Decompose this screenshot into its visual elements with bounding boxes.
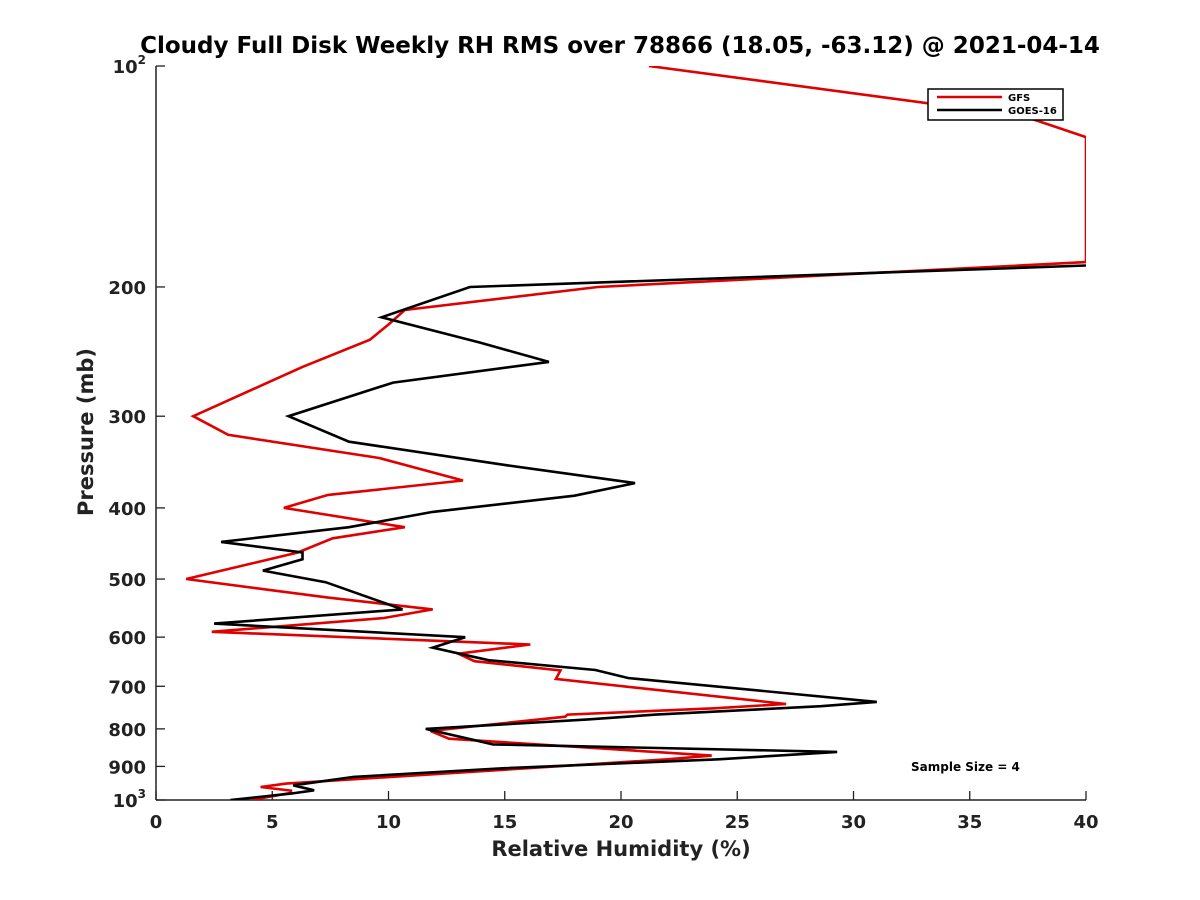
x-tick-label: 35 [957, 812, 982, 833]
x-tick-label: 20 [608, 812, 633, 833]
y-tick-label: 800 [108, 720, 146, 741]
x-tick-label: 15 [492, 812, 517, 833]
series-line-goes-16 [214, 264, 1086, 800]
x-tick-label: 40 [1073, 812, 1098, 833]
y-tick-label: 500 [108, 570, 146, 591]
legend-box [927, 88, 1064, 121]
x-tick-label: 30 [841, 812, 866, 833]
y-axis-label: Pressure (mb) [74, 348, 98, 516]
y-tick-label: 103 [113, 787, 146, 812]
y-tick-label: 200 [108, 278, 146, 299]
x-tick-label: 0 [150, 812, 163, 833]
y-tick-label: 102 [113, 53, 146, 78]
legend-label-gfs: GFS [1008, 93, 1030, 104]
y-tick-label: 300 [108, 407, 146, 428]
y-tick-label: 600 [108, 628, 146, 649]
x-tick-label: 5 [266, 812, 279, 833]
y-tick-label: 700 [108, 677, 146, 698]
legend-label-goes-16: GOES-16 [1008, 106, 1057, 117]
y-tick-label: 400 [108, 499, 146, 520]
y-tick-label: 900 [108, 757, 146, 778]
x-tick-label: 10 [376, 812, 401, 833]
x-axis-label: Relative Humidity (%) [491, 837, 750, 861]
series-line-gfs [185, 66, 1086, 800]
sample-size-annotation: Sample Size = 4 [911, 760, 1020, 774]
legend: GFS GOES-16 [927, 88, 1064, 121]
x-tick-label: 25 [725, 812, 750, 833]
plot-area: 0 5 10 15 20 25 30 35 40 102 200 300 400 500 600 700 800… [108, 53, 1098, 833]
chart-title: Cloudy Full Disk Weekly RH RMS over 7886… [140, 33, 1100, 59]
